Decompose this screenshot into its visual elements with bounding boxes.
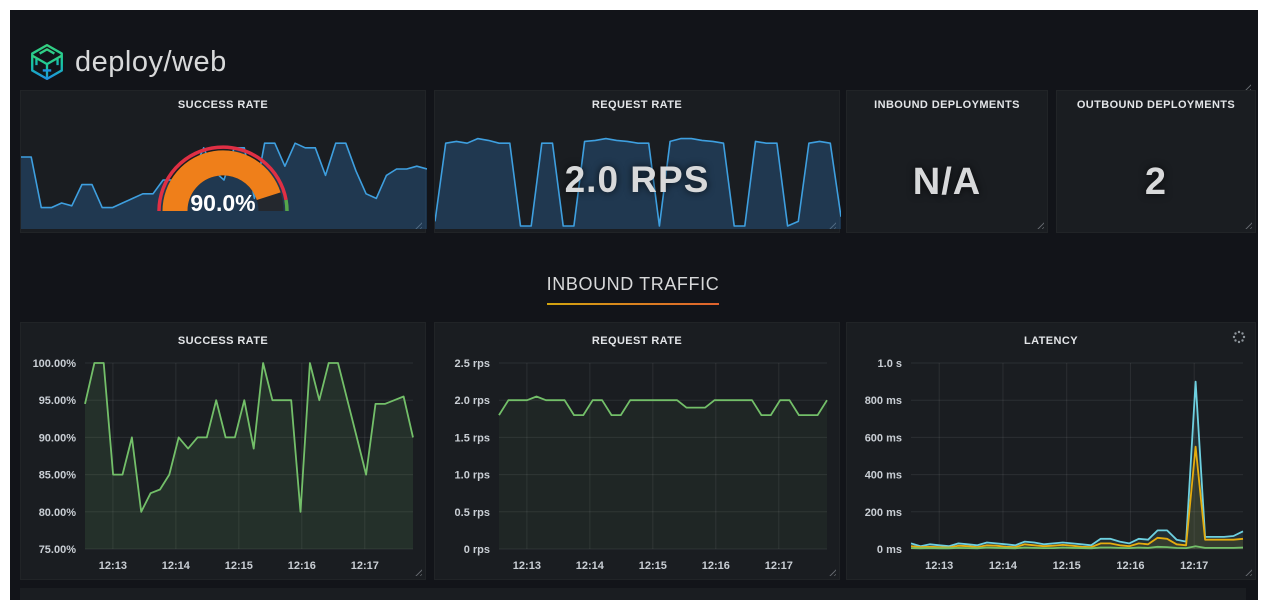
panel-inbound-deployments: INBOUND DEPLOYMENTS N/A: [846, 90, 1048, 233]
panel-title-success-rate-chart[interactable]: SUCCESS RATE: [177, 335, 269, 347]
svg-text:12:14: 12:14: [162, 560, 191, 572]
svg-text:75.00%: 75.00%: [39, 544, 77, 556]
svg-text:0 rps: 0 rps: [464, 544, 490, 556]
dashboard-title: deploy/web: [75, 45, 227, 78]
svg-text:12:17: 12:17: [765, 560, 793, 572]
loading-spinner-icon: [1232, 330, 1246, 349]
header-resize-grip[interactable]: [1242, 82, 1251, 91]
svg-text:12:16: 12:16: [702, 560, 730, 572]
success-rate-sparkline-chart[interactable]: [21, 129, 427, 229]
next-row-edge: [20, 588, 1246, 600]
svg-text:90.0%: 90.0%: [190, 190, 255, 216]
svg-text:1.5 rps: 1.5 rps: [455, 432, 490, 444]
panel-title-request-rate-chart[interactable]: REQUEST RATE: [591, 335, 683, 347]
outbound-deployments-value: 2: [1144, 161, 1168, 203]
svg-text:12:17: 12:17: [1180, 560, 1208, 572]
panel-title-latency-chart[interactable]: LATENCY: [1024, 335, 1078, 347]
section-title: INBOUND TRAFFIC: [546, 274, 720, 294]
latency-timeseries-chart[interactable]: 12:13 12:14 12:15 12:16 12:17 1.0 s 800 ms 600 …: [847, 323, 1257, 581]
svg-text:100.00%: 100.00%: [33, 358, 77, 370]
svg-text:12:13: 12:13: [925, 560, 953, 572]
section-underline: [547, 303, 719, 305]
svg-text:12:13: 12:13: [513, 560, 541, 572]
svg-text:200 ms: 200 ms: [865, 507, 902, 519]
grafana-dashboard: deploy/web SUCCESS RATE 90.0% REQUEST RA…: [10, 10, 1258, 600]
svg-text:12:14: 12:14: [989, 560, 1018, 572]
success-rate-gauge: 90.0%: [157, 145, 289, 216]
svg-text:12:14: 12:14: [576, 560, 605, 572]
request-rate-sparkline-chart[interactable]: [435, 129, 841, 229]
svg-text:12:15: 12:15: [1053, 560, 1081, 572]
svg-text:12:16: 12:16: [1116, 560, 1144, 572]
svg-text:600 ms: 600 ms: [865, 432, 902, 444]
svg-text:12:16: 12:16: [288, 560, 316, 572]
panel-resize-grip[interactable]: [413, 220, 422, 229]
panel-resize-grip[interactable]: [1035, 220, 1044, 229]
panel-title-inbound-deployments[interactable]: INBOUND DEPLOYMENTS: [874, 99, 1020, 111]
panel-request-rate-stat: REQUEST RATE 2.0 RPS: [434, 90, 841, 233]
panel-resize-grip[interactable]: [1243, 220, 1252, 229]
panel-title-success-rate[interactable]: SUCCESS RATE: [177, 99, 269, 111]
svg-text:800 ms: 800 ms: [865, 395, 902, 407]
panel-resize-grip[interactable]: [1243, 567, 1252, 576]
panel-resize-grip[interactable]: [827, 220, 836, 229]
svg-text:400 ms: 400 ms: [865, 470, 902, 482]
panel-title-outbound-deployments[interactable]: OUTBOUND DEPLOYMENTS: [1076, 99, 1236, 111]
success-rate-timeseries-chart[interactable]: 12:13 12:14 12:15 12:16 12:17 100.00% 95.00% 90…: [21, 323, 427, 581]
svg-text:12:15: 12:15: [639, 560, 667, 572]
panel-success-rate-chart: SUCCESS RATE 12:13 12:14 12:15 12:16 12:17 10…: [20, 322, 426, 580]
svg-text:80.00%: 80.00%: [39, 507, 77, 519]
request-rate-value: 2.0 RPS: [564, 159, 710, 200]
svg-text:12:17: 12:17: [351, 560, 379, 572]
panel-title-request-rate[interactable]: REQUEST RATE: [591, 99, 683, 111]
panel-resize-grip[interactable]: [413, 567, 422, 576]
panel-success-rate-stat: SUCCESS RATE 90.0%: [20, 90, 427, 233]
panel-request-rate-chart: REQUEST RATE 12:13 12:14 12:15 12:16 12:17 2.…: [434, 322, 840, 580]
svg-text:90.00%: 90.00%: [39, 432, 77, 444]
row-inbound-traffic: INBOUND TRAFFIC: [20, 262, 1246, 318]
svg-text:0.5 rps: 0.5 rps: [455, 507, 490, 519]
svg-text:0 ms: 0 ms: [877, 544, 902, 556]
inbound-deployments-value: N/A: [912, 161, 982, 203]
dashboard-header: deploy/web: [28, 40, 227, 84]
svg-text:12:13: 12:13: [99, 560, 127, 572]
svg-text:2.0 rps: 2.0 rps: [455, 395, 490, 407]
panel-latency-chart: LATENCY 12:13 12:14 12:15 12:16 12:17 1.0 s 80…: [846, 322, 1256, 580]
svg-text:1.0 s: 1.0 s: [878, 358, 902, 370]
panel-outbound-deployments: OUTBOUND DEPLOYMENTS 2: [1056, 90, 1256, 233]
svg-text:12:15: 12:15: [225, 560, 253, 572]
deploy-cube-logo-icon: [28, 43, 66, 81]
svg-text:95.00%: 95.00%: [39, 395, 77, 407]
svg-text:2.5 rps: 2.5 rps: [455, 358, 490, 370]
svg-text:1.0 rps: 1.0 rps: [455, 470, 490, 482]
svg-text:85.00%: 85.00%: [39, 470, 77, 482]
panel-resize-grip[interactable]: [827, 567, 836, 576]
request-rate-timeseries-chart[interactable]: 12:13 12:14 12:15 12:16 12:17 2.5 rps 2.0 rps 1…: [435, 323, 841, 581]
